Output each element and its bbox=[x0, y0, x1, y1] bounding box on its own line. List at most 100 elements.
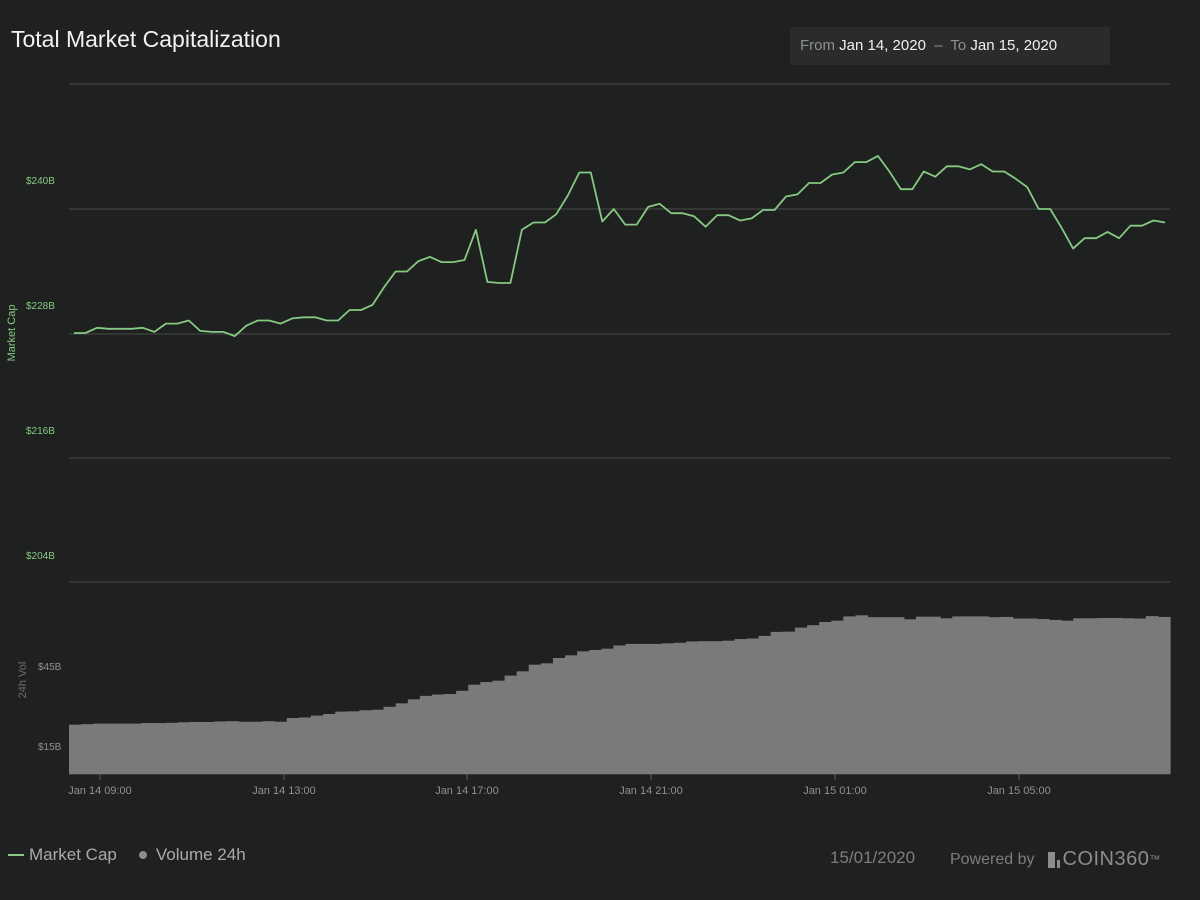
volume-bars bbox=[69, 615, 1171, 774]
volume-bar bbox=[843, 616, 857, 774]
volume-bar bbox=[673, 642, 687, 774]
volume-bar bbox=[928, 616, 941, 774]
x-tick-label: Jan 14 09:00 bbox=[68, 785, 132, 797]
volume-bar bbox=[976, 616, 990, 774]
powered-by-label: Powered by bbox=[950, 850, 1035, 868]
volume-bar bbox=[855, 615, 869, 774]
volume-bar bbox=[347, 711, 360, 774]
volume-bar bbox=[1145, 616, 1159, 774]
volume-bar bbox=[165, 722, 179, 774]
volume-bar bbox=[601, 648, 615, 774]
volume-bar bbox=[770, 631, 784, 774]
range-from-value[interactable]: Jan 14, 2020 bbox=[839, 37, 926, 54]
volume-bar bbox=[141, 723, 155, 774]
volume-bar bbox=[1012, 618, 1026, 774]
volume-bar bbox=[480, 682, 494, 774]
volume-bar bbox=[359, 710, 373, 774]
volume-bar bbox=[1085, 618, 1099, 774]
volume-bar bbox=[81, 724, 94, 774]
brand-name: COIN360 bbox=[1062, 848, 1150, 870]
volume-bar bbox=[686, 641, 699, 774]
market-cap-swatch bbox=[8, 854, 24, 856]
market-cap-y-tick-label: $240B bbox=[26, 176, 55, 187]
volume-bar bbox=[395, 703, 409, 774]
volume-bar bbox=[310, 715, 324, 774]
coin360-logo[interactable]: COIN360 ™ bbox=[1047, 848, 1161, 871]
volume-bar bbox=[746, 638, 760, 774]
volume-axis-title: 24h Vol bbox=[17, 662, 29, 699]
range-to-value[interactable]: Jan 15, 2020 bbox=[970, 37, 1058, 54]
volume-bar bbox=[1157, 616, 1171, 774]
market-cap-y-tick-label: $228B bbox=[26, 301, 55, 312]
volume-bar bbox=[1109, 618, 1123, 774]
volume-bar bbox=[1097, 618, 1111, 774]
powered-by: Powered by COIN360 ™ bbox=[950, 848, 1161, 871]
volume-bar bbox=[661, 643, 675, 774]
volume-bar bbox=[383, 706, 397, 774]
volume-bar bbox=[105, 723, 118, 774]
volume-bar bbox=[988, 617, 1002, 774]
volume-bar bbox=[915, 616, 929, 774]
volume-bar bbox=[407, 699, 421, 774]
volume-bar bbox=[565, 655, 578, 774]
volume-bar bbox=[1133, 618, 1147, 774]
volume-bar bbox=[867, 617, 881, 774]
market-cap-axis-title: Market Cap bbox=[6, 305, 18, 362]
volume-bar bbox=[807, 625, 820, 774]
x-tick-label: Jan 15 01:00 bbox=[803, 785, 867, 797]
volume-bar bbox=[903, 619, 917, 774]
volume-bar bbox=[298, 717, 312, 774]
volume-bar bbox=[286, 718, 300, 774]
volume-bar bbox=[540, 663, 554, 774]
range-to-label: To bbox=[950, 37, 967, 54]
volume-bar bbox=[794, 627, 808, 774]
volume-bar bbox=[504, 675, 518, 774]
volume-bar bbox=[698, 641, 711, 774]
x-tick-label: Jan 14 13:00 bbox=[252, 785, 316, 797]
volume-bar bbox=[552, 658, 566, 774]
coin360-logo-icon bbox=[1047, 851, 1060, 868]
volume-bar bbox=[879, 617, 893, 774]
market-cap-line-layer bbox=[74, 154, 1166, 338]
volume-bar bbox=[189, 722, 203, 774]
volume-bar bbox=[758, 635, 772, 774]
market-cap-y-tick-label: $216B bbox=[26, 426, 55, 437]
chart-title: Total Market Capitalization bbox=[11, 26, 281, 52]
legend-market-cap[interactable]: Market Cap bbox=[29, 845, 117, 864]
volume-bar bbox=[371, 709, 385, 774]
volume-bar bbox=[782, 631, 796, 774]
volume-bar bbox=[1049, 619, 1062, 774]
footer-date: 15/01/2020 bbox=[830, 848, 916, 867]
range-separator: – bbox=[934, 37, 943, 54]
volume-bar bbox=[323, 714, 336, 774]
x-tick-label: Jan 15 05:00 bbox=[987, 785, 1051, 797]
volume-bar bbox=[1061, 620, 1074, 774]
volume-bar bbox=[129, 723, 143, 774]
date-range-selector[interactable]: From Jan 14, 2020 – To Jan 15, 2020 bbox=[790, 27, 1110, 65]
market-cap-y-tick-label: $204B bbox=[26, 551, 55, 562]
volume-bar bbox=[1000, 616, 1014, 774]
volume-bar bbox=[577, 651, 590, 774]
axis-labels: $240B $228B $216B $204B $45B $15B Market Cap 24… bbox=[6, 176, 1051, 797]
grid-layer bbox=[69, 83, 1170, 775]
volume-y-tick-label: $45B bbox=[38, 662, 62, 673]
volume-bar bbox=[589, 650, 602, 774]
volume-bar bbox=[117, 723, 131, 774]
volume-bar bbox=[69, 724, 82, 774]
market-cap-line bbox=[74, 154, 1166, 338]
volume-bar bbox=[1073, 618, 1086, 774]
legend-volume[interactable]: Volume 24h bbox=[155, 845, 246, 864]
volume-bar bbox=[734, 639, 748, 774]
volume-bar bbox=[456, 690, 469, 774]
volume-bar bbox=[93, 723, 106, 774]
range-from-label: From bbox=[800, 37, 835, 54]
volume-bar bbox=[831, 620, 844, 774]
volume-bar bbox=[202, 722, 215, 774]
volume-bar bbox=[722, 640, 736, 774]
volume-bar bbox=[528, 664, 542, 774]
volume-bar bbox=[419, 695, 433, 774]
volume-bar bbox=[153, 723, 167, 774]
volume-swatch bbox=[138, 851, 147, 859]
volume-bar bbox=[625, 643, 639, 774]
